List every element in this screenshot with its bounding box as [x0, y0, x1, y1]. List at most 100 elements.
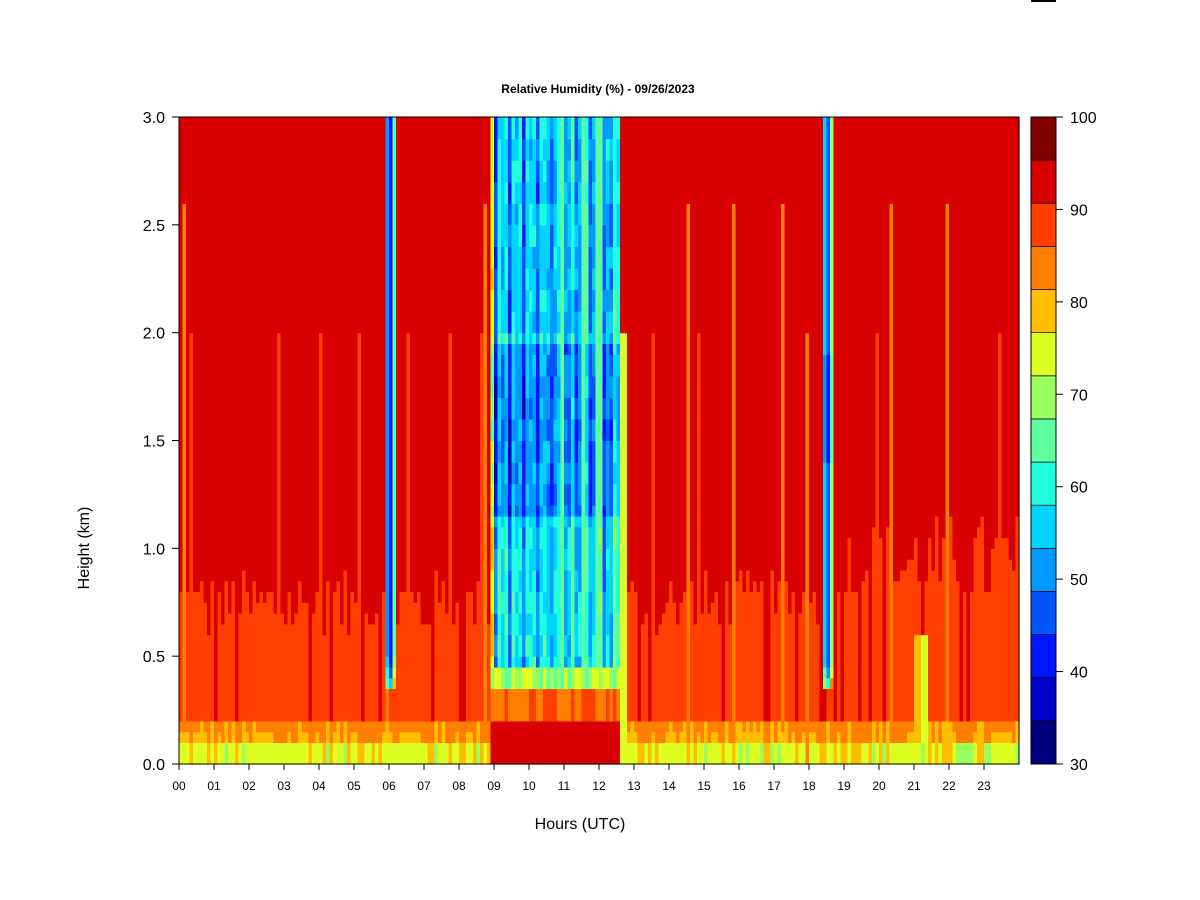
heatmap-cell	[361, 311, 366, 323]
heatmap-cell	[462, 365, 467, 377]
heatmap-cell	[413, 505, 418, 517]
heatmap-cell	[193, 569, 198, 582]
heatmap-cell	[238, 462, 243, 474]
heatmap-cell	[424, 699, 429, 711]
heatmap-cell	[280, 656, 285, 668]
heatmap-cell	[424, 149, 429, 161]
heatmap-cell	[308, 224, 313, 237]
heatmap-cell	[298, 548, 303, 560]
heatmap-cell	[266, 246, 271, 258]
heatmap-cell	[207, 160, 212, 172]
heatmap-cell	[207, 645, 212, 657]
heatmap-cell	[235, 127, 240, 140]
heatmap-cell	[382, 300, 387, 312]
heatmap-cell	[354, 537, 359, 549]
heatmap-cell	[326, 332, 331, 345]
heatmap-cell	[375, 526, 380, 539]
heatmap-cell	[322, 753, 327, 765]
heatmap-cell	[294, 149, 299, 161]
heatmap-cell	[333, 332, 338, 345]
heatmap-cell	[266, 267, 271, 280]
heatmap-cell	[186, 375, 191, 388]
heatmap-cell	[452, 699, 457, 711]
heatmap-cell	[396, 127, 401, 140]
heatmap-cell	[266, 117, 271, 129]
heatmap-cell	[228, 515, 233, 528]
heatmap-cell	[200, 451, 205, 463]
heatmap-cell	[347, 418, 352, 431]
heatmap-cell	[214, 289, 219, 301]
heatmap-cell	[210, 440, 215, 452]
heatmap-cell	[322, 688, 327, 700]
heatmap-cell	[441, 408, 446, 420]
heatmap-cell	[270, 645, 275, 657]
heatmap-cell	[357, 149, 362, 161]
heatmap-cell	[350, 537, 355, 549]
heatmap-cell	[291, 656, 296, 668]
heatmap-cell	[189, 537, 194, 549]
heatmap-cell	[298, 181, 303, 194]
heatmap-cell	[413, 300, 418, 312]
heatmap-cell	[406, 634, 411, 646]
heatmap-cell	[424, 117, 429, 129]
heatmap-cell	[336, 192, 341, 204]
heatmap-cell	[249, 267, 254, 280]
heatmap-cell	[189, 397, 194, 409]
heatmap-cell	[431, 472, 436, 485]
heatmap-cell	[385, 483, 390, 496]
heatmap-cell	[459, 117, 464, 129]
heatmap-cell	[466, 300, 471, 312]
heatmap-cell	[403, 537, 408, 549]
heatmap-cell	[182, 688, 187, 700]
heatmap-cell	[266, 181, 271, 194]
heatmap-cell	[424, 569, 429, 582]
heatmap-cell	[259, 666, 264, 679]
heatmap-cell	[235, 278, 240, 291]
heatmap-cell	[298, 418, 303, 431]
heatmap-cell	[343, 429, 348, 442]
heatmap-cell	[406, 289, 411, 301]
heatmap-cell	[420, 224, 425, 237]
heatmap-cell	[396, 343, 401, 355]
heatmap-cell	[301, 753, 306, 765]
heatmap-cell	[322, 408, 327, 420]
heatmap-cell	[189, 602, 194, 614]
heatmap-cell	[445, 548, 450, 560]
heatmap-cell	[431, 321, 436, 334]
heatmap-cell	[308, 645, 313, 657]
heatmap-cell	[392, 440, 397, 452]
heatmap-cell	[431, 203, 436, 215]
heatmap-cell	[427, 677, 432, 690]
heatmap-cell	[242, 526, 247, 539]
heatmap-cell	[312, 569, 317, 582]
heatmap-cell	[455, 267, 460, 280]
heatmap-cell	[266, 677, 271, 690]
heatmap-cell	[207, 699, 212, 711]
heatmap-cell	[431, 569, 436, 582]
heatmap-cell	[263, 397, 268, 409]
heatmap-cell	[326, 537, 331, 549]
heatmap-cell	[315, 505, 320, 517]
heatmap-cell	[378, 160, 383, 172]
heatmap-cell	[424, 710, 429, 722]
heatmap-cell	[364, 332, 369, 345]
heatmap-cell	[361, 354, 366, 366]
heatmap-cell	[347, 472, 352, 485]
heatmap-cell	[179, 645, 184, 657]
heatmap-cell	[263, 613, 268, 625]
heatmap-cell	[189, 321, 194, 334]
heatmap-cell	[287, 742, 292, 754]
heatmap-cell	[413, 311, 418, 323]
heatmap-cell	[301, 666, 306, 679]
heatmap-cell	[291, 451, 296, 463]
heatmap-cell	[326, 311, 331, 323]
heatmap-cell	[417, 408, 422, 420]
heatmap-cell	[245, 688, 250, 700]
heatmap-cell	[277, 160, 282, 172]
heatmap-cell	[354, 472, 359, 485]
heatmap-cell	[469, 688, 474, 700]
heatmap-cell	[210, 688, 215, 700]
heatmap-cell	[417, 602, 422, 614]
heatmap-cell	[438, 634, 443, 646]
heatmap-cell	[203, 429, 208, 442]
